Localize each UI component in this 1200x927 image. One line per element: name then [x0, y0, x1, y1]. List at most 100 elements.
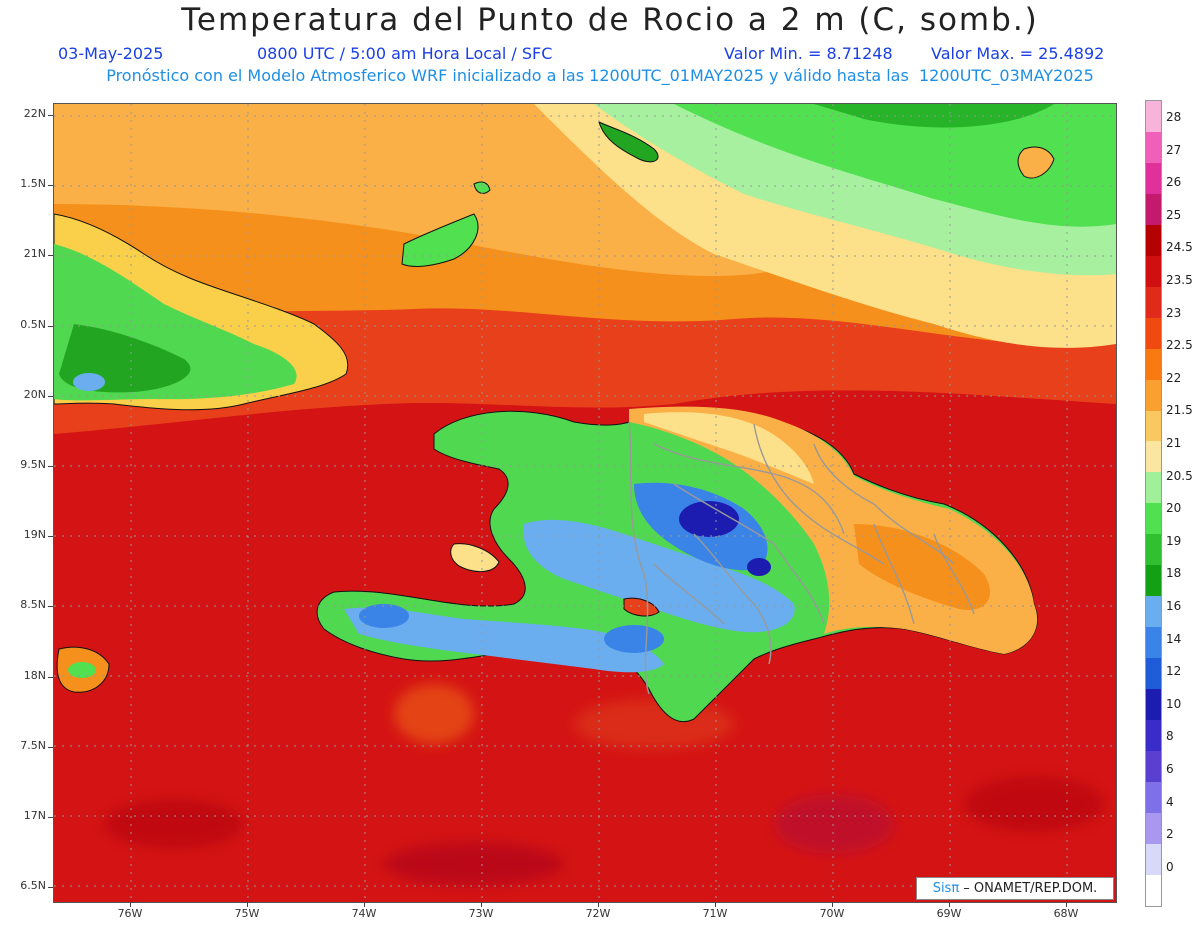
- color-scale-label: 21.5: [1166, 403, 1193, 418]
- latitude-label: 6.5N: [20, 879, 46, 893]
- color-scale-swatch: [1146, 410, 1161, 442]
- cuba-landmass: [54, 213, 349, 411]
- color-scale-swatch: [1146, 751, 1161, 782]
- color-scale-swatch: [1146, 162, 1161, 194]
- longitude-label: 75W: [234, 907, 260, 920]
- color-scale-label: 4: [1166, 794, 1174, 809]
- color-scale-label: 27: [1166, 142, 1182, 157]
- color-scale-label: 20: [1166, 501, 1182, 516]
- color-scale-label: 14: [1166, 631, 1182, 646]
- latitude-tick: [48, 255, 53, 257]
- latitude-tick: [48, 676, 53, 678]
- color-scale-swatch: [1146, 689, 1161, 721]
- color-scale-swatch: [1146, 503, 1161, 535]
- color-scale-bar: [1145, 100, 1162, 907]
- color-scale-swatch: [1146, 317, 1161, 349]
- color-scale-swatch: [1146, 193, 1161, 225]
- color-scale-label: 24.5: [1166, 240, 1193, 255]
- color-scale-label: 10: [1166, 696, 1182, 711]
- latitude-label: 20N: [23, 387, 46, 401]
- band-green: [674, 104, 1116, 227]
- color-scale-label: 0: [1166, 859, 1174, 874]
- map-title: Temperatura del Punto de Rocio a 2 m (C,…: [181, 2, 1039, 38]
- latitude-label: 22N: [23, 107, 46, 120]
- color-scale-label: 23: [1166, 305, 1182, 320]
- longitude-tick: [715, 902, 716, 907]
- max-value: Valor Max. = 25.4892: [931, 44, 1105, 63]
- color-scale-swatch: [1146, 441, 1161, 473]
- color-scale-label: 20.5: [1166, 468, 1193, 483]
- longitude-label: 68W: [1053, 907, 1079, 920]
- color-scale-swatch: [1146, 658, 1161, 690]
- color-scale-label: 25: [1166, 207, 1182, 222]
- latitude-tick: [48, 115, 53, 116]
- color-scale-swatch: [1146, 348, 1161, 380]
- color-scale-label: 21: [1166, 436, 1182, 450]
- longitude-label: 72W: [585, 907, 611, 920]
- longitude-label: 74W: [351, 907, 377, 920]
- dewpoint-map: [53, 103, 1117, 903]
- longitude-label: 71W: [702, 907, 728, 920]
- latitude-label: 9.5N: [20, 458, 46, 471]
- latitude-tick: [48, 325, 53, 327]
- longitude-label: 73W: [468, 907, 494, 920]
- hispaniola-landmass: [316, 406, 1038, 723]
- latitude-tick: [48, 606, 53, 608]
- latitude-tick: [48, 817, 53, 818]
- color-scale-label: 19: [1166, 533, 1182, 548]
- latitude-label: 8.5N: [20, 598, 46, 612]
- latitude-tick: [48, 536, 53, 538]
- map-canvas: [54, 104, 1116, 902]
- color-scale-swatch: [1146, 131, 1161, 163]
- credit-text: – ONAMET/REP.DOM.: [959, 881, 1098, 896]
- longitude-tick: [130, 902, 131, 907]
- color-scale-label: 16: [1166, 599, 1182, 613]
- latitude-tick: [48, 395, 53, 397]
- color-scale-swatch: [1146, 472, 1161, 504]
- south-dark-patches: [104, 684, 1104, 886]
- latitude-label: 7.5N: [20, 738, 46, 752]
- latitude-label: 1.5N: [20, 177, 46, 191]
- color-scale-swatch: [1146, 534, 1161, 566]
- longitude-tick: [598, 902, 599, 907]
- latitude-label: 17N: [23, 809, 46, 822]
- color-scale-label: 28: [1166, 110, 1182, 124]
- latitude-label: 21N: [23, 247, 46, 261]
- color-scale-label: 2: [1166, 827, 1174, 842]
- color-scale-label: 6: [1166, 762, 1174, 776]
- color-scale-swatch: [1146, 286, 1161, 318]
- latitude-tick: [48, 746, 53, 748]
- color-scale-label: 22.5: [1166, 338, 1193, 353]
- color-scale-swatch: [1146, 565, 1161, 597]
- bahamas-islands: [401, 121, 1055, 267]
- longitude-tick: [949, 902, 950, 907]
- color-scale-label: 22: [1166, 370, 1182, 385]
- credit-box: Sisπ – ONAMET/REP.DOM.: [916, 877, 1114, 900]
- latitude-tick: [48, 466, 53, 467]
- color-scale-swatch: [1146, 101, 1161, 132]
- color-scale-swatch: [1146, 596, 1161, 628]
- longitude-label: 69W: [936, 907, 962, 920]
- latitude-label: 19N: [23, 528, 46, 542]
- latitude-tick: [48, 887, 53, 889]
- color-scale-label: 8: [1166, 729, 1174, 744]
- longitude-label: 70W: [819, 907, 845, 920]
- color-scale-swatch: [1146, 874, 1161, 906]
- min-value: Valor Min. = 8.71248: [724, 44, 893, 63]
- latitude-tick: [48, 185, 53, 187]
- longitude-tick: [832, 902, 833, 907]
- color-scale-swatch: [1146, 224, 1161, 256]
- longitude-tick: [247, 902, 248, 907]
- color-scale-swatch: [1146, 720, 1161, 752]
- color-scale-swatch: [1146, 781, 1161, 813]
- latitude-label: 0.5N: [20, 317, 46, 331]
- color-scale-swatch: [1146, 812, 1161, 844]
- color-scale-label: 26: [1166, 175, 1182, 190]
- color-scale-swatch: [1146, 255, 1161, 287]
- longitude-label: 76W: [117, 907, 143, 920]
- latitude-label: 18N: [23, 668, 46, 682]
- color-scale-label: 12: [1166, 664, 1182, 679]
- color-scale-swatch: [1146, 627, 1161, 659]
- lat-lon-grid: [54, 104, 1116, 902]
- longitude-tick: [481, 902, 482, 907]
